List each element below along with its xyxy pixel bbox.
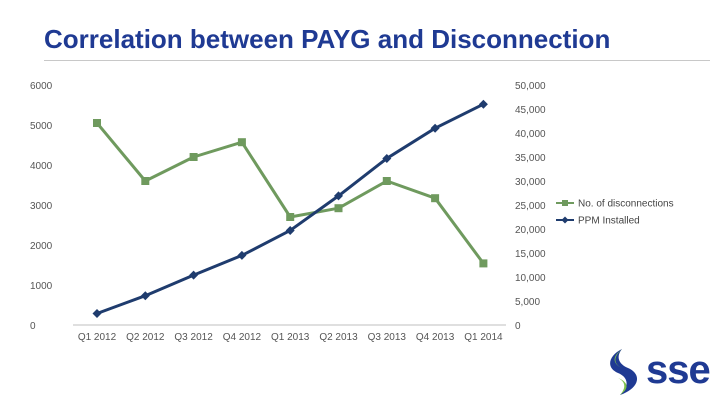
data-point-no-of-disconnections bbox=[141, 177, 150, 185]
title-divider bbox=[44, 60, 710, 61]
right-axis-ticks: 0 5,000 10,000 15,000 20,000 25,000 30,000 35,0… bbox=[515, 81, 546, 332]
left-tick-label: 6000 bbox=[30, 81, 53, 92]
x-tick-label: Q3 2012 bbox=[174, 332, 213, 343]
legend-label: PPM Installed bbox=[578, 216, 640, 227]
left-tick-label: 0 bbox=[30, 321, 36, 332]
left-tick-label: 1000 bbox=[30, 281, 53, 292]
data-point-no-of-disconnections bbox=[93, 119, 101, 127]
x-tick-label: Q1 2012 bbox=[78, 332, 117, 343]
right-tick-label: 5,000 bbox=[515, 297, 540, 308]
data-point-ppm-installed bbox=[382, 153, 392, 163]
left-tick-label: 4000 bbox=[30, 161, 53, 172]
right-tick-label: 0 bbox=[515, 321, 521, 332]
data-point-ppm-installed bbox=[285, 225, 295, 235]
data-point-no-of-disconnections bbox=[286, 213, 295, 221]
left-tick-label: 2000 bbox=[30, 241, 53, 252]
x-tick-label: Q4 2013 bbox=[416, 332, 455, 343]
series-line-ppm-installed bbox=[96, 102, 485, 315]
series-line-no-of-disconnections bbox=[95, 122, 485, 265]
sse-wordmark: sse bbox=[646, 348, 711, 392]
right-tick-label: 20,000 bbox=[515, 225, 546, 236]
legend: No. of disconnections PPM Installed bbox=[556, 199, 674, 227]
right-tick-label: 35,000 bbox=[515, 153, 546, 164]
legend-label: No. of disconnections bbox=[578, 199, 674, 210]
series-layer bbox=[92, 99, 488, 318]
slide-title: Correlation between PAYG and Disconnecti… bbox=[44, 24, 611, 54]
sse-swirl-icon bbox=[610, 349, 638, 395]
x-tick-label: Q3 2013 bbox=[368, 332, 407, 343]
right-tick-label: 40,000 bbox=[515, 129, 546, 140]
right-tick-label: 30,000 bbox=[515, 177, 546, 188]
data-point-ppm-installed bbox=[478, 99, 488, 109]
right-tick-label: 25,000 bbox=[515, 201, 546, 212]
data-point-no-of-disconnections bbox=[382, 177, 391, 185]
left-axis-ticks: 0 1000 2000 3000 4000 5000 6000 bbox=[30, 81, 53, 332]
data-point-no-of-disconnections bbox=[479, 259, 488, 268]
data-point-ppm-installed bbox=[334, 191, 343, 201]
left-tick-label: 3000 bbox=[30, 201, 53, 212]
data-point-no-of-disconnections bbox=[431, 194, 440, 203]
data-point-ppm-installed bbox=[237, 250, 247, 260]
data-point-no-of-disconnections bbox=[334, 204, 343, 213]
data-point-no-of-disconnections bbox=[237, 138, 246, 147]
x-axis-ticks: Q1 2012 Q2 2012 Q3 2012 Q4 2012 Q1 2013 Q2 20… bbox=[78, 332, 503, 343]
x-tick-label: Q1 2014 bbox=[464, 332, 503, 343]
left-tick-label: 5000 bbox=[30, 121, 53, 132]
data-point-ppm-installed bbox=[430, 123, 440, 133]
x-tick-label: Q1 2013 bbox=[271, 332, 310, 343]
x-tick-label: Q4 2012 bbox=[223, 332, 262, 343]
right-tick-label: 45,000 bbox=[515, 105, 546, 116]
legend-marker bbox=[562, 200, 568, 206]
data-point-ppm-installed bbox=[92, 308, 102, 318]
data-point-ppm-installed bbox=[189, 270, 199, 280]
x-tick-label: Q2 2013 bbox=[319, 332, 358, 343]
right-tick-label: 15,000 bbox=[515, 249, 546, 260]
data-point-ppm-installed bbox=[140, 291, 150, 301]
data-point-no-of-disconnections bbox=[189, 153, 198, 161]
right-tick-label: 50,000 bbox=[515, 81, 546, 92]
x-tick-label: Q2 2012 bbox=[126, 332, 165, 343]
legend-marker bbox=[561, 216, 569, 224]
sse-logo: sse bbox=[600, 346, 712, 398]
right-tick-label: 10,000 bbox=[515, 273, 546, 284]
